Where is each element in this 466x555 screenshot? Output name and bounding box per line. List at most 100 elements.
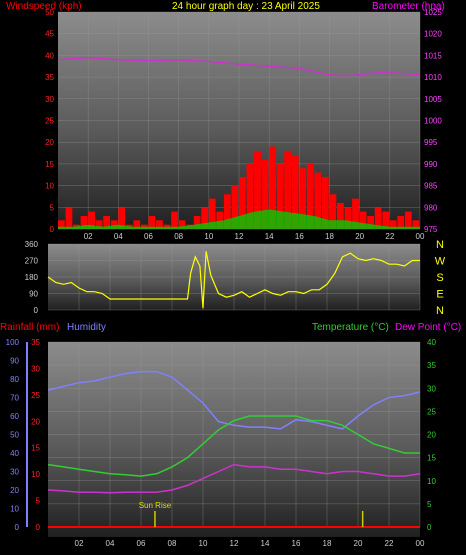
gust-bar bbox=[178, 220, 186, 229]
rainfall-tick-label: 10 bbox=[31, 470, 40, 479]
gust-bar bbox=[201, 207, 209, 229]
gust-bar bbox=[133, 220, 141, 229]
chart-title: 24 hour graph day : 23 April 2025 bbox=[172, 1, 320, 12]
x-tick-label: 04 bbox=[106, 539, 115, 548]
humidity-tick-label: 70 bbox=[10, 394, 19, 403]
x-tick-label: 00 bbox=[416, 539, 425, 548]
gust-bar bbox=[337, 202, 344, 229]
sunrise-label: Sun Rise bbox=[139, 501, 172, 510]
barometer-tick-label: 1020 bbox=[424, 30, 442, 39]
barometer-tick-label: 1000 bbox=[424, 117, 442, 126]
gust-bar bbox=[261, 159, 269, 229]
gust-bar bbox=[397, 215, 405, 229]
temperature-tick-label: 20 bbox=[427, 431, 436, 440]
barometer-tick-label: 1025 bbox=[424, 8, 442, 17]
gust-bar bbox=[359, 211, 367, 229]
rainfall-tick-label: 25 bbox=[31, 391, 40, 400]
humidity-tick-label: 80 bbox=[10, 375, 19, 384]
humidity-line bbox=[47, 370, 421, 430]
gust-bar bbox=[389, 220, 397, 229]
compass-label: E bbox=[436, 289, 443, 301]
windspeed-tick-label: 0 bbox=[50, 225, 55, 234]
gust-bar bbox=[352, 198, 359, 229]
gust-bar bbox=[329, 194, 337, 229]
temperature-tick-label: 25 bbox=[427, 407, 436, 416]
gust-bar bbox=[223, 194, 231, 229]
gust-bar bbox=[306, 163, 314, 229]
x-tick-label: 02 bbox=[84, 232, 93, 241]
windspeed-tick-label: 15 bbox=[45, 160, 54, 169]
gust-bar bbox=[412, 220, 420, 229]
wind-average-area bbox=[58, 209, 420, 229]
rainfall-tick-label: 30 bbox=[31, 364, 40, 373]
barometer-tick-label: 985 bbox=[424, 182, 438, 191]
x-tick-label: 20 bbox=[355, 232, 364, 241]
x-tick-label: 14 bbox=[265, 232, 274, 241]
dewpoint-line bbox=[47, 463, 421, 494]
x-tick-label: 02 bbox=[75, 539, 84, 548]
gust-bar bbox=[65, 207, 73, 229]
gust-bar bbox=[110, 220, 118, 229]
gust-bar bbox=[103, 215, 111, 229]
gust-bar bbox=[344, 207, 352, 229]
barometer-tick-label: 975 bbox=[424, 225, 438, 234]
gust-bar bbox=[80, 215, 88, 229]
humidity-tick-label: 40 bbox=[10, 449, 19, 458]
barometer-line bbox=[57, 56, 421, 77]
windspeed-tick-label: 20 bbox=[45, 138, 54, 147]
windspeed-tick-label: 5 bbox=[50, 203, 55, 212]
barometer-tick-label: 1015 bbox=[424, 51, 442, 60]
temperature-tick-label: 5 bbox=[427, 500, 432, 509]
gust-bar bbox=[95, 220, 103, 229]
x-tick-label: 16 bbox=[292, 539, 301, 548]
gust-bar bbox=[367, 215, 374, 229]
x-tick-label: 00 bbox=[416, 232, 425, 241]
windspeed-tick-label: 10 bbox=[45, 182, 54, 191]
gust-bar bbox=[193, 215, 201, 229]
gust-bar bbox=[156, 220, 163, 229]
x-tick-label: 22 bbox=[385, 539, 394, 548]
humidity-tick-label: 20 bbox=[10, 486, 19, 495]
gust-bar bbox=[314, 172, 322, 229]
x-tick-label: 08 bbox=[168, 539, 177, 548]
gust-bar bbox=[291, 155, 299, 229]
humidity-tick-label: 30 bbox=[10, 468, 19, 477]
x-tick-label: 18 bbox=[325, 232, 334, 241]
humidity-tick-label: 10 bbox=[10, 505, 19, 514]
barometer-tick-label: 1010 bbox=[424, 73, 442, 82]
barometer-tick-label: 1005 bbox=[424, 95, 442, 104]
direction-tick-label: 180 bbox=[25, 273, 39, 282]
dewpoint-axis-title: Dew Point (°C) bbox=[395, 322, 461, 333]
temperature-tick-label: 10 bbox=[427, 477, 436, 486]
barometer-axis-title: Barometer (hpa) bbox=[372, 1, 445, 12]
rainfall-tick-label: 15 bbox=[31, 444, 40, 453]
compass-label: N bbox=[436, 305, 444, 317]
humidity-tick-label: 0 bbox=[15, 523, 20, 532]
x-tick-label: 12 bbox=[230, 539, 239, 548]
rainfall-tick-label: 5 bbox=[36, 497, 41, 506]
gust-bar bbox=[148, 215, 156, 229]
x-tick-label: 08 bbox=[174, 232, 183, 241]
gust-bar bbox=[374, 207, 382, 229]
gust-bar bbox=[171, 211, 178, 229]
x-tick-label: 04 bbox=[114, 232, 123, 241]
temperature-tick-label: 35 bbox=[427, 361, 436, 370]
rainfall-axis-title: Rainfall (mm) bbox=[0, 322, 59, 333]
x-tick-label: 14 bbox=[261, 539, 270, 548]
temperature-tick-label: 40 bbox=[427, 338, 436, 347]
x-tick-label: 16 bbox=[295, 232, 304, 241]
rainfall-tick-label: 20 bbox=[31, 417, 40, 426]
temperature-tick-label: 15 bbox=[427, 454, 436, 463]
gust-bar bbox=[321, 176, 329, 229]
windspeed-tick-label: 25 bbox=[45, 117, 54, 126]
direction-tick-label: 90 bbox=[29, 290, 38, 299]
gust-bar bbox=[299, 168, 307, 229]
x-tick-label: 10 bbox=[199, 539, 208, 548]
compass-label: W bbox=[435, 256, 446, 268]
direction-tick-label: 360 bbox=[25, 240, 39, 249]
gust-bar bbox=[208, 198, 216, 229]
rainfall-tick-label: 0 bbox=[36, 523, 41, 532]
gust-bar bbox=[231, 185, 239, 229]
